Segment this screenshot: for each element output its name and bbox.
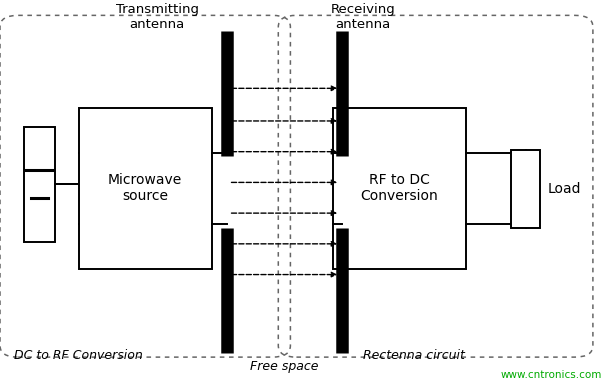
Text: www.cntronics.com: www.cntronics.com [500,370,602,380]
Text: Free space: Free space [250,360,319,373]
Bar [24,127,55,242]
Text: Load: Load [548,182,581,196]
Text: Rectenna circuit: Rectenna circuit [364,349,465,362]
Text: DC to RF Conversion: DC to RF Conversion [15,349,143,362]
Text: Microwave
source: Microwave source [108,173,182,203]
Text: RF to DC
Conversion: RF to DC Conversion [361,173,438,203]
Bar [79,108,212,269]
Bar [333,108,466,269]
Text: Receiving
antenna: Receiving antenna [330,3,396,31]
Bar [511,150,540,228]
Text: Transmitting
antenna: Transmitting antenna [116,3,199,31]
